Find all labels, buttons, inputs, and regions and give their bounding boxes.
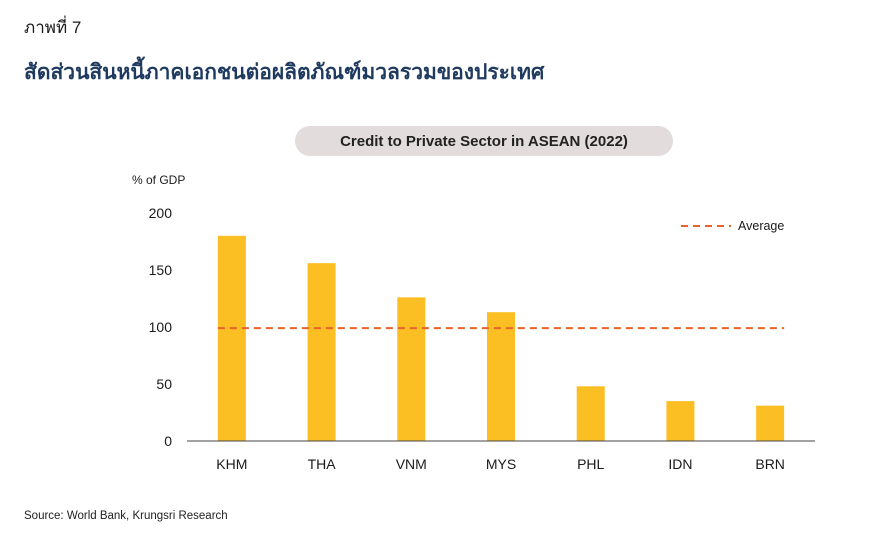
bar-idn [666,401,695,441]
y-tick-label: 100 [149,319,173,335]
x-tick-label: PHL [577,456,604,472]
bar-khm [217,235,246,441]
source-note: Source: World Bank, Krungsri Research [24,510,228,522]
y-tick-label: 0 [164,433,172,449]
bar-phl [576,386,605,441]
y-axis-ticks: 0 50 100 150 200 [149,205,173,449]
bar-mys [487,312,515,441]
x-tick-label: KHM [216,456,247,472]
legend-average-label: Average [738,219,784,233]
x-tick-label: IDN [668,456,692,472]
x-tick-label: THA [308,456,337,472]
bar-tha [307,263,336,441]
bar-vnm [397,297,426,441]
x-tick-label: MYS [486,456,516,472]
x-tick-label: BRN [755,456,785,472]
bars [217,235,785,441]
y-tick-label: 50 [156,376,172,392]
legend: Average [681,219,784,233]
figure-title: สัดส่วนสินหนี้ภาคเอกชนต่อผลิตภัณฑ์มวลรวม… [24,61,545,84]
chart-title: Credit to Private Sector in ASEAN (2022) [295,126,673,156]
x-axis-ticks: KHM THA VNM MYS PHL IDN BRN [216,456,785,472]
y-axis-unit-label: % of GDP [132,173,185,187]
bar-brn [756,405,785,441]
y-tick-label: 200 [149,205,173,221]
figure-label: ภาพที่ 7 [24,18,82,37]
x-tick-label: VNM [396,456,427,472]
y-tick-label: 150 [149,262,173,278]
